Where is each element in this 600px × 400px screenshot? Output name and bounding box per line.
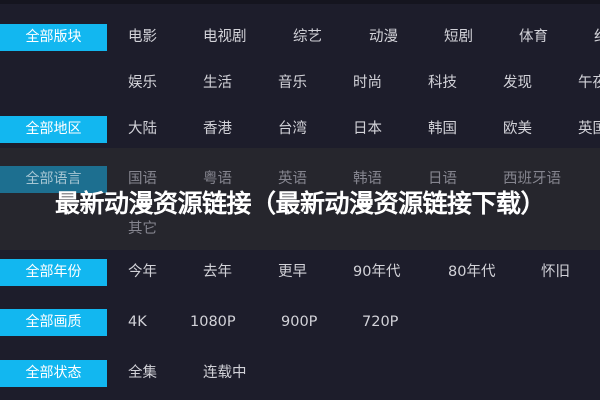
filter-item[interactable]: 4K	[128, 314, 147, 330]
all-quality-tab[interactable]: 全部画质	[0, 309, 107, 336]
all-language-tab[interactable]: 全部语言	[0, 166, 107, 193]
all-status-tab[interactable]: 全部状态	[0, 360, 107, 387]
filter-item[interactable]: 去年	[203, 264, 232, 280]
filter-item[interactable]: 台湾	[278, 121, 307, 137]
top-border	[0, 0, 600, 4]
all-region-tab[interactable]: 全部地区	[0, 116, 107, 143]
filter-item[interactable]: 1080P	[190, 314, 236, 330]
filter-item[interactable]: 国语	[128, 171, 157, 187]
filter-item[interactable]: 午夜	[578, 75, 600, 91]
filter-item[interactable]: 纪	[594, 24, 600, 51]
headline-overlay	[0, 148, 600, 250]
filter-item[interactable]: 电影	[128, 29, 157, 45]
filter-row-status: 全部状态 全集 连载中	[0, 360, 600, 388]
filter-item[interactable]: 欧美	[503, 121, 532, 137]
filter-item[interactable]: 娱乐	[128, 75, 157, 91]
filter-item[interactable]: 韩语	[353, 171, 382, 187]
filter-item[interactable]: 720P	[362, 314, 399, 330]
filter-item[interactable]: 大陆	[128, 121, 157, 137]
filter-row-language: 全部语言 国语 粤语 英语 韩语 日语 西班牙语	[0, 166, 600, 194]
all-year-tab[interactable]: 全部年份	[0, 259, 107, 286]
filter-item[interactable]: 今年	[128, 264, 157, 280]
filter-item[interactable]: 怀旧	[541, 264, 570, 280]
filter-item[interactable]: 综艺	[293, 29, 322, 45]
filter-item[interactable]: 更早	[278, 264, 307, 280]
filter-row-region: 全部地区 大陆 香港 台湾 日本 韩国 欧美 英国	[0, 116, 600, 144]
filter-row-quality: 全部画质 4K 1080P 900P 720P	[0, 309, 600, 337]
filter-item[interactable]: 日本	[353, 121, 382, 137]
filter-item[interactable]: 短剧	[444, 29, 473, 45]
filter-item[interactable]: 音乐	[278, 75, 307, 91]
filter-item[interactable]: 科技	[428, 75, 457, 91]
filter-item[interactable]: 80年代	[448, 264, 496, 280]
filter-item[interactable]: 发现	[503, 75, 532, 91]
filter-item[interactable]: 动漫	[369, 29, 398, 45]
filter-item[interactable]: 时尚	[353, 75, 382, 91]
filter-item[interactable]: 西班牙语	[503, 171, 561, 187]
headline-title: 最新动漫资源链接（最新动漫资源链接下载）	[54, 189, 546, 218]
filter-item[interactable]: 电视剧	[203, 29, 247, 45]
filter-row-category: 全部版块 电影 电视剧 综艺 动漫 短剧 体育 纪	[0, 24, 600, 52]
filter-item[interactable]: 粤语	[203, 171, 232, 187]
filter-item[interactable]: 90年代	[353, 264, 401, 280]
filter-item[interactable]: 韩国	[428, 121, 457, 137]
filter-item[interactable]: 900P	[281, 314, 318, 330]
filter-row-category-2: 娱乐 生活 音乐 时尚 科技 发现 午夜	[0, 70, 600, 98]
filter-item[interactable]: 全集	[128, 365, 157, 381]
filter-row-year: 全部年份 今年 去年 更早 90年代 80年代 怀旧	[0, 259, 600, 287]
filter-item[interactable]: 连载中	[203, 365, 247, 381]
all-category-tab[interactable]: 全部版块	[0, 24, 107, 51]
filter-item[interactable]: 生活	[203, 75, 232, 91]
filter-item[interactable]: 日语	[428, 171, 457, 187]
filter-row-language-2: 其它	[0, 216, 600, 244]
filter-item[interactable]: 香港	[203, 121, 232, 137]
filter-item[interactable]: 英国	[578, 121, 600, 137]
filter-item[interactable]: 体育	[519, 29, 548, 45]
filter-item[interactable]: 英语	[278, 171, 307, 187]
filter-item[interactable]: 其它	[128, 221, 157, 237]
